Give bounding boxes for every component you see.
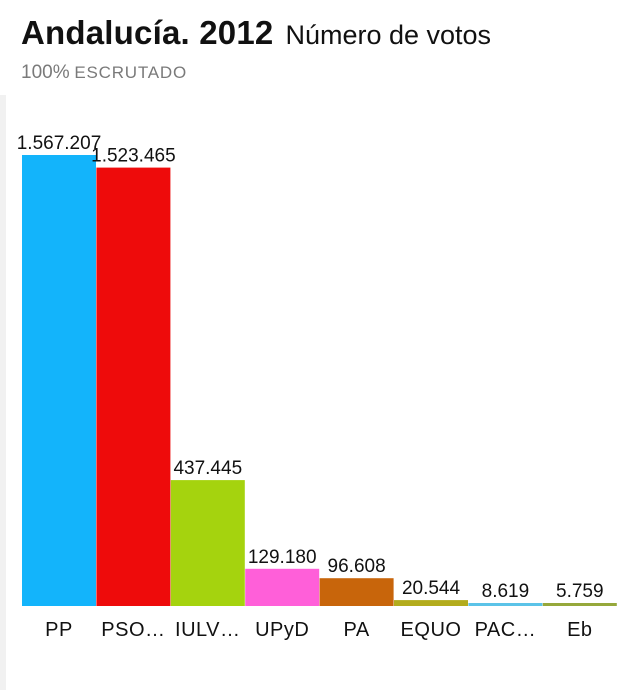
- bar-6: [468, 603, 543, 606]
- category-label-2: IULV…: [175, 619, 240, 641]
- value-label-2: 437.445: [173, 458, 242, 479]
- scrutiny-status: 100% ESCRUTADO: [21, 62, 187, 84]
- category-label-3: UPyD: [255, 619, 309, 641]
- category-label-5: EQUO: [401, 619, 462, 641]
- scrutiny-percent: 100%: [21, 62, 70, 83]
- category-label-0: PP: [45, 619, 73, 641]
- category-label-7: Eb: [567, 619, 592, 641]
- scrutiny-label: ESCRUTADO: [74, 63, 188, 82]
- chart-title: Andalucía. 2012: [21, 14, 274, 51]
- bar-1: [96, 167, 171, 606]
- value-label-0: 1.567.207: [17, 133, 102, 154]
- bar-3: [245, 568, 320, 606]
- bar-5: [394, 600, 468, 606]
- value-label-7: 5.759: [556, 581, 604, 602]
- value-label-4: 96.608: [328, 556, 386, 577]
- category-label-1: PSO…: [101, 619, 165, 641]
- left-divider: [0, 95, 6, 690]
- bar-7: [542, 603, 617, 606]
- chart-header: Andalucía. 2012 Número de votos: [21, 14, 491, 52]
- bar-4: [319, 578, 394, 606]
- category-label-4: PA: [343, 619, 369, 641]
- category-label-6: PAC…: [475, 619, 537, 641]
- value-label-5: 20.544: [402, 578, 461, 599]
- value-label-6: 8.619: [482, 581, 530, 602]
- chart-subtitle: Número de votos: [285, 20, 492, 50]
- bar-0: [22, 155, 96, 606]
- value-label-1: 1.523.465: [91, 146, 176, 167]
- bar-2: [170, 480, 245, 606]
- value-label-3: 129.180: [248, 547, 317, 568]
